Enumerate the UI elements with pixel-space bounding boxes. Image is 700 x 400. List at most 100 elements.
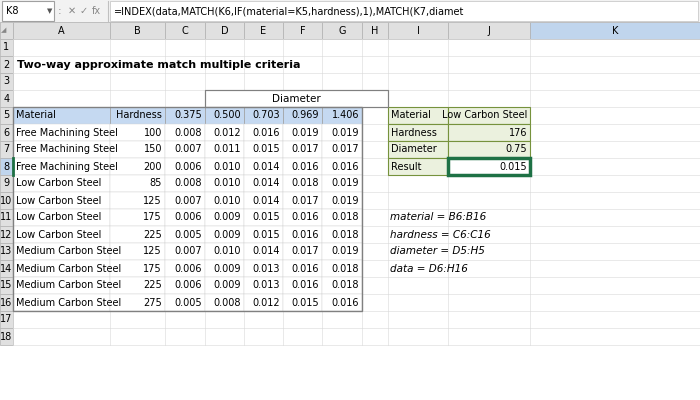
Bar (205, 107, 244, 124)
Text: 2: 2 (4, 60, 10, 70)
Text: Low Carbon Steel: Low Carbon Steel (442, 110, 527, 120)
Bar (165, 226, 205, 243)
Text: Medium Carbon Steel: Medium Carbon Steel (16, 298, 121, 308)
Bar (322, 260, 362, 277)
Bar (283, 22, 322, 39)
Bar (0, 209, 13, 226)
Text: 0.007: 0.007 (174, 196, 202, 206)
Text: 125: 125 (144, 196, 162, 206)
Bar (283, 124, 322, 141)
Text: 0.005: 0.005 (174, 298, 202, 308)
Bar (2, 1, 54, 21)
Bar (0, 124, 13, 141)
Bar (0, 22, 700, 39)
Text: Diameter: Diameter (272, 94, 321, 104)
Text: Free Machining Steel: Free Machining Steel (16, 162, 118, 172)
Bar (322, 209, 362, 226)
Text: 0.018: 0.018 (332, 264, 359, 274)
Text: 4: 4 (4, 94, 10, 104)
Bar (0, 22, 13, 39)
Bar (13, 243, 110, 260)
Text: 0.015: 0.015 (291, 298, 319, 308)
Text: G: G (338, 26, 346, 36)
Bar (0, 158, 13, 175)
Bar (110, 175, 165, 192)
Bar (244, 107, 283, 124)
Bar (110, 1, 698, 21)
Text: 16: 16 (1, 298, 13, 308)
Text: Two-way approximate match multiple criteria: Two-way approximate match multiple crite… (17, 60, 300, 70)
Bar (13, 158, 110, 175)
Text: 18: 18 (1, 332, 13, 342)
Bar (205, 90, 388, 107)
Text: 100: 100 (144, 128, 162, 138)
Text: 15: 15 (0, 280, 13, 290)
Bar (110, 192, 165, 209)
Bar (322, 124, 362, 141)
Text: 9: 9 (4, 178, 10, 188)
Text: C: C (181, 26, 188, 36)
Bar (283, 260, 322, 277)
Bar (0, 73, 13, 90)
Text: 0.015: 0.015 (253, 212, 280, 222)
Text: Medium Carbon Steel: Medium Carbon Steel (16, 280, 121, 290)
Text: A: A (58, 26, 65, 36)
Text: 13: 13 (1, 246, 13, 256)
Bar (244, 294, 283, 311)
Text: 0.014: 0.014 (253, 178, 280, 188)
Bar (283, 209, 322, 226)
Text: 5: 5 (4, 110, 10, 120)
Text: 11: 11 (1, 212, 13, 222)
Bar (110, 141, 165, 158)
Bar (0, 243, 13, 260)
Text: 0.75: 0.75 (505, 144, 527, 154)
Bar (244, 124, 283, 141)
Text: 7: 7 (4, 144, 10, 154)
Text: 8: 8 (4, 162, 10, 172)
Text: 225: 225 (144, 230, 162, 240)
Text: Result: Result (391, 162, 421, 172)
Text: data = D6:H16: data = D6:H16 (390, 264, 468, 274)
Bar (110, 243, 165, 260)
Text: 0.015: 0.015 (253, 144, 280, 154)
Text: 0.007: 0.007 (174, 144, 202, 154)
Text: E: E (260, 26, 267, 36)
Text: ▼: ▼ (47, 8, 52, 14)
Bar (165, 141, 205, 158)
Text: 14: 14 (1, 264, 13, 274)
Text: 0.009: 0.009 (214, 230, 241, 240)
Text: material = B6:B16: material = B6:B16 (390, 212, 486, 222)
Bar (448, 107, 530, 124)
Bar (0, 175, 13, 192)
Bar (322, 226, 362, 243)
Text: 0.969: 0.969 (291, 110, 319, 120)
Bar (283, 192, 322, 209)
Bar (448, 124, 530, 141)
Text: 0.500: 0.500 (214, 110, 241, 120)
Text: 0.010: 0.010 (214, 162, 241, 172)
Bar (0, 90, 13, 107)
Bar (13, 141, 110, 158)
Bar (13, 209, 110, 226)
Bar (388, 158, 448, 175)
Bar (13, 192, 110, 209)
Bar (110, 124, 165, 141)
Bar (13, 226, 110, 243)
Bar (165, 175, 205, 192)
Text: 1: 1 (4, 42, 10, 52)
Bar (110, 107, 165, 124)
Bar (0, 328, 13, 345)
Text: Low Carbon Steel: Low Carbon Steel (16, 212, 102, 222)
Text: 0.006: 0.006 (174, 280, 202, 290)
Text: 1.406: 1.406 (332, 110, 359, 120)
Bar (0, 56, 13, 73)
Text: 0.014: 0.014 (253, 246, 280, 256)
Bar (448, 158, 530, 175)
Text: ✕: ✕ (68, 6, 76, 16)
Bar (283, 141, 322, 158)
Text: 0.008: 0.008 (174, 128, 202, 138)
Bar (165, 209, 205, 226)
Bar (13, 39, 700, 345)
Text: 0.018: 0.018 (332, 212, 359, 222)
Bar (165, 294, 205, 311)
